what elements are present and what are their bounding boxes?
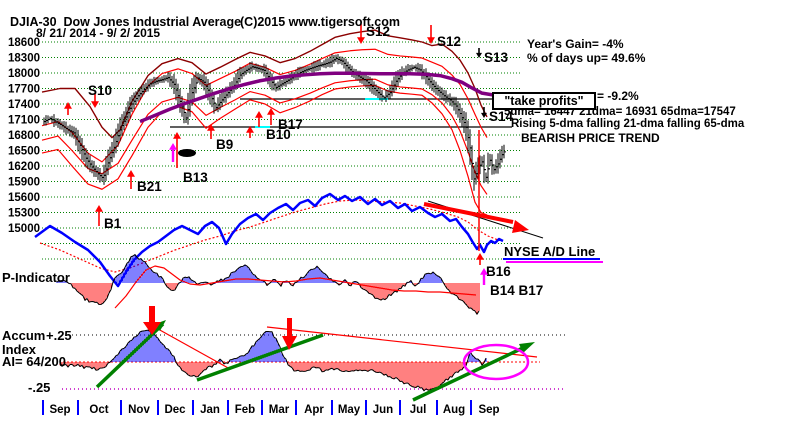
accum-minus-25-label: -.25 <box>28 380 51 395</box>
page-title: DJIA-30 Dow Jones Industrial Average <box>10 15 242 29</box>
signal-label-B10: B10 <box>266 127 291 142</box>
y-axis-label: 17100 <box>8 115 40 127</box>
signal-label-S12: S12 <box>366 24 390 39</box>
y-axis-label: 17700 <box>8 84 40 96</box>
y-axis-label: 18000 <box>8 68 40 80</box>
accum-index-panel <box>59 306 565 402</box>
take-profits-callout: "take profits" <box>492 92 596 110</box>
y-axis-label: 16800 <box>8 130 40 142</box>
candlesticks <box>43 54 506 191</box>
years-gain-stat: Year's Gain= -4% <box>527 37 624 51</box>
month-label-May: May <box>338 404 361 416</box>
month-label-Mar: Mar <box>269 404 290 416</box>
signal-label-B1: B1 <box>104 216 122 231</box>
month-label-Jan: Jan <box>200 404 220 416</box>
y-axis-label: 16500 <box>8 146 40 158</box>
y-axis-label: 17400 <box>8 99 40 111</box>
x-axis: Sep Oct Nov Dec Jan Feb Mar Apr May Jun Jul Aug Sep <box>42 400 500 416</box>
nyse-ad-panel <box>34 130 603 288</box>
days-up-stat: % of days up= 49.6% <box>527 51 646 65</box>
y-axis-label: 15000 <box>8 223 40 235</box>
accum-label: Accum <box>2 328 46 343</box>
dma-trend-stat: Rising 5-dma falling 21-dma falling 65-d… <box>511 118 745 130</box>
month-label-Feb: Feb <box>235 404 255 416</box>
bearish-price-trend-flag: BEARISH PRICE TREND <box>521 131 660 145</box>
signal-label-S10: S10 <box>88 83 112 98</box>
signal-label-B9: B9 <box>216 137 233 152</box>
month-label-Sep: Sep <box>478 404 499 416</box>
accum-plus-25-label: +.25 <box>46 328 72 343</box>
signal-label-S12: S12 <box>437 34 461 49</box>
p-indicator-panel <box>56 254 480 315</box>
y-axis-label: 15300 <box>8 208 40 220</box>
index-label: Index <box>2 342 36 357</box>
signal-label-B17: B17 <box>278 117 303 132</box>
signal-label-B16: B16 <box>486 264 511 279</box>
month-label-Jul: Jul <box>410 404 427 416</box>
signal-label-B21: B21 <box>137 179 162 194</box>
ma65-line <box>139 71 518 124</box>
y-axis-labels: 18600 18300 18000 17700 17400 17100 16800 16500… <box>8 37 40 235</box>
month-label-Apr: Apr <box>304 404 324 416</box>
signal-label-S14: S14 <box>489 109 514 124</box>
date-range: 8/ 21/ 2014 - 9/ 2/ 2015 <box>36 26 161 40</box>
month-label-Oct: Oct <box>89 404 108 416</box>
month-label-Jun: Jun <box>373 404 393 416</box>
month-label-Aug: Aug <box>443 404 465 416</box>
p-indicator-label: P-Indicator <box>2 270 70 285</box>
y-axis-label: 18600 <box>8 37 40 49</box>
y-axis-label: 15900 <box>8 177 40 189</box>
accum-highlight-ellipse <box>462 343 530 381</box>
y-axis-label: 16200 <box>8 161 40 173</box>
month-label-Nov: Nov <box>128 404 150 416</box>
nyse-ad-line-label: NYSE A/D Line <box>504 244 596 259</box>
month-label-Dec: Dec <box>164 404 186 416</box>
signal-label-B14B17: B14 B17 <box>490 283 543 298</box>
y-axis-label: 18300 <box>8 53 40 65</box>
signal-label-B13: B13 <box>183 170 208 185</box>
ink-smudge <box>178 149 196 157</box>
month-label-Sep: Sep <box>49 404 70 416</box>
copyright-text: (C)2015 www.tigersoft.com <box>240 15 400 29</box>
ai-ratio-label: AI= 64/200 <box>2 354 66 369</box>
signal-label-S13: S13 <box>484 50 509 65</box>
resistance-lines <box>170 98 512 128</box>
y-axis-label: 15600 <box>8 192 40 204</box>
dma-gain-fragment: = -9.2% <box>597 89 639 103</box>
